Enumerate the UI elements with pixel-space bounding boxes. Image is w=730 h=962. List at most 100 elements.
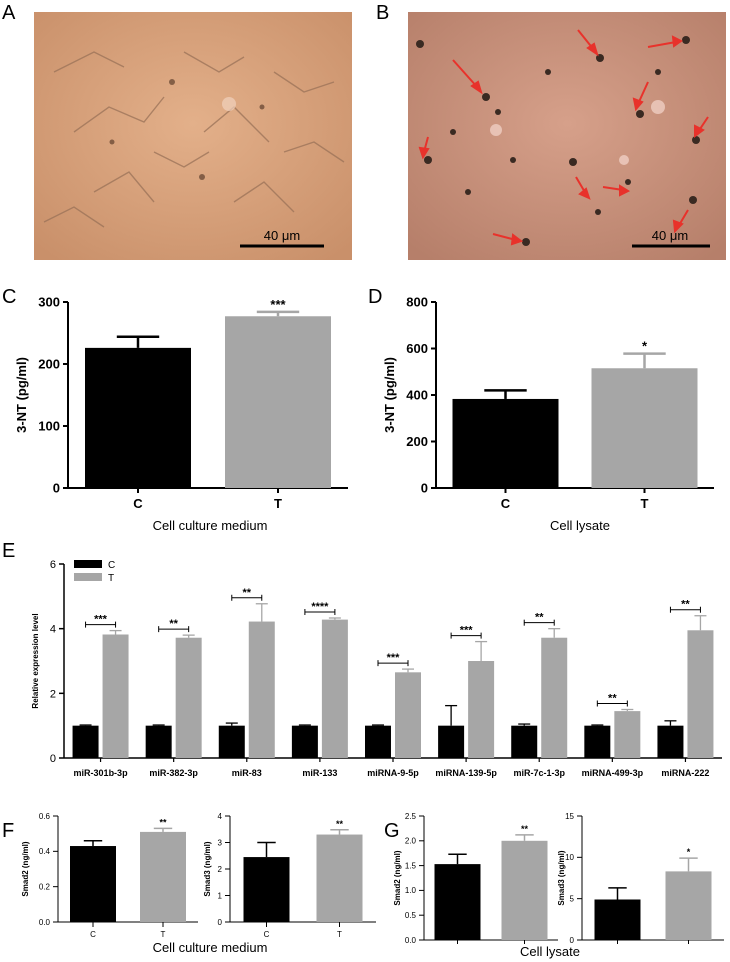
x-tick-label: miRNA-499-3p <box>582 768 644 778</box>
y-tick-label: 0.5 <box>405 911 417 920</box>
caption-g: Cell lysate <box>520 944 580 959</box>
bar-T <box>541 637 568 758</box>
cell-dots <box>416 36 700 246</box>
chart-e: 0 2 4 6 Relative expression level CT *** miR-30… <box>31 559 722 778</box>
x-tick-label: miRNA-9-5p <box>367 768 419 778</box>
bar-C <box>218 725 245 758</box>
y-tick-label: 0.0 <box>39 918 51 927</box>
x-tick-label: miRNA-139-5p <box>435 768 497 778</box>
x-tick-label: C <box>501 496 511 511</box>
x-tick-label: miRNA-222 <box>661 768 709 778</box>
y-tick-label: 600 <box>406 341 428 356</box>
x-tick-label: T <box>161 930 166 939</box>
y-tick-label: 100 <box>38 419 60 434</box>
y-tick-label: 1.0 <box>405 886 417 895</box>
significance-label: **** <box>311 601 329 613</box>
y-axis-label: Smad3 (ng/ml) <box>203 841 212 896</box>
y-tick-label: 10 <box>565 853 574 862</box>
significance-label: * <box>687 847 691 857</box>
bar-T <box>614 711 641 758</box>
chart-c: 0 100 200 300 3-NT (pg/ml) C T *** <box>14 295 348 511</box>
x-tick-label: T <box>337 930 342 939</box>
y-tick-label: 0 <box>421 481 428 496</box>
y-axis-label: Relative expression level <box>31 613 40 708</box>
significance-label: *** <box>270 297 286 312</box>
bar-C <box>365 725 391 758</box>
chart-f-smad3: 0 1 2 3 4 Smad3 (ng/ml) C T ** <box>203 812 376 939</box>
y-tick-label: 400 <box>406 388 428 403</box>
y-axis-label: 3-NT (pg/ml) <box>14 357 29 433</box>
x-tick-label: T <box>641 496 649 511</box>
y-tick-label: 5 <box>570 894 575 903</box>
significance-label: * <box>642 339 648 354</box>
y-tick-label: 0.2 <box>39 882 51 891</box>
legend-swatch-T <box>74 573 102 581</box>
micrograph-a: 40 μm <box>34 12 352 260</box>
y-tick-label: 2 <box>218 865 223 874</box>
y-tick-label: 2.0 <box>405 837 417 846</box>
significance-label: ** <box>336 819 344 829</box>
bar-C <box>291 725 318 758</box>
caption-d: Cell lysate <box>550 518 610 533</box>
scale-label-b: 40 μm <box>652 228 688 243</box>
bar-T <box>321 619 348 758</box>
bar-T <box>225 316 331 488</box>
y-tick-label: 300 <box>38 295 60 310</box>
significance-label: ** <box>608 693 617 705</box>
bar-C <box>145 725 172 758</box>
legend-label-C: C <box>108 560 115 571</box>
y-tick-label: 200 <box>38 357 60 372</box>
y-tick-label: 6 <box>50 559 56 571</box>
bar-C <box>438 725 465 758</box>
x-tick-label: miR-301b-3p <box>74 768 129 778</box>
significance-label: *** <box>460 625 474 637</box>
bar-T <box>591 368 698 488</box>
y-tick-label: 15 <box>565 812 574 821</box>
caption-c: Cell culture medium <box>152 518 268 533</box>
y-tick-label: 4 <box>50 624 56 636</box>
bar-C <box>72 725 99 758</box>
y-tick-label: 0 <box>218 918 223 927</box>
significance-label: ** <box>535 612 544 624</box>
significance-label: *** <box>387 652 401 664</box>
x-tick-label: C <box>264 930 270 939</box>
x-tick-label: C <box>90 930 96 939</box>
bar-C <box>434 864 481 940</box>
y-tick-label: 200 <box>406 434 428 449</box>
y-tick-label: 800 <box>406 295 428 310</box>
x-tick-label: T <box>274 496 282 511</box>
bar-T <box>248 621 275 758</box>
x-tick-label: miR-7c-1-3p <box>513 768 565 778</box>
significance-label: ** <box>521 824 529 834</box>
bar-C <box>594 899 641 940</box>
significance-label: ** <box>242 587 251 599</box>
bar-T <box>687 630 714 758</box>
legend-swatch-C <box>74 560 102 568</box>
bar-C <box>70 846 116 922</box>
y-tick-label: 4 <box>218 812 223 821</box>
bar-T <box>316 834 363 922</box>
y-tick-label: 3 <box>218 838 223 847</box>
y-tick-label: 1 <box>218 891 223 900</box>
bar-T <box>665 871 712 940</box>
x-tick-label: miR-133 <box>302 768 337 778</box>
chart-d: 0 200 400 600 800 3-NT (pg/ml) C T * <box>382 295 714 511</box>
bar-C <box>452 398 559 488</box>
y-tick-label: 0.0 <box>405 936 417 944</box>
bar-T <box>395 672 421 758</box>
caption-f: Cell culture medium <box>152 940 268 955</box>
arrow-group <box>418 29 709 246</box>
y-tick-label: 0 <box>53 481 60 496</box>
significance-label: *** <box>94 614 108 626</box>
scale-label-a: 40 μm <box>264 228 300 243</box>
bar-C <box>584 725 611 758</box>
y-axis-label: Smad2 (ng/ml) <box>393 850 402 905</box>
y-axis-label: 3-NT (pg/ml) <box>382 357 397 433</box>
chart-f-smad2: 0.0 0.2 0.4 0.6 Smad2 (ng/ml) C T ** <box>21 812 198 939</box>
y-tick-label: 2.5 <box>405 812 417 821</box>
panel-letter-e: E <box>2 540 16 562</box>
panel-letter-d: D <box>368 286 383 308</box>
panel-letter-f: F <box>2 820 15 842</box>
